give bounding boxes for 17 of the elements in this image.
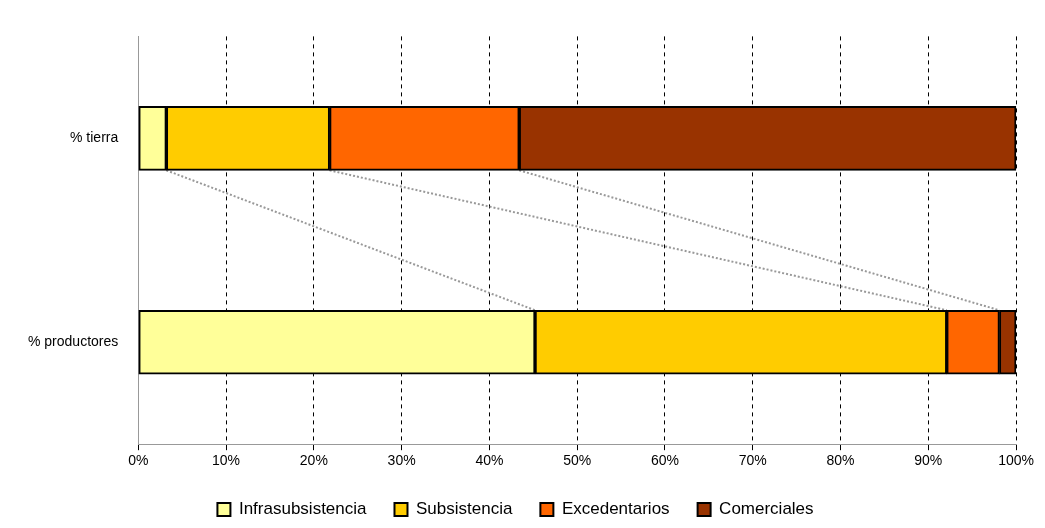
x-tick-label: 80% (826, 452, 855, 469)
x-tick-label: 20% (299, 452, 328, 469)
legend-label: Infrasubsistencia (238, 499, 368, 519)
legend-label: Comerciales (719, 499, 814, 519)
y-tick-label: % tierra (70, 129, 119, 146)
x-tick-label: 70% (738, 452, 767, 469)
y-tick-label: % productores (27, 333, 119, 350)
x-tick-label: 90% (914, 452, 943, 469)
legend-label: Excedentarios (561, 499, 670, 519)
x-tick-label: 40% (475, 452, 504, 469)
x-tick-label: 0% (128, 452, 149, 469)
x-tick-label: 10% (212, 452, 241, 469)
legend-label: Subsistencia (415, 499, 513, 519)
x-tick-label: 30% (387, 452, 416, 469)
x-tick-label: 50% (563, 452, 592, 469)
x-tick-label: 100% (998, 452, 1034, 469)
x-tick-label: 60% (650, 452, 679, 469)
